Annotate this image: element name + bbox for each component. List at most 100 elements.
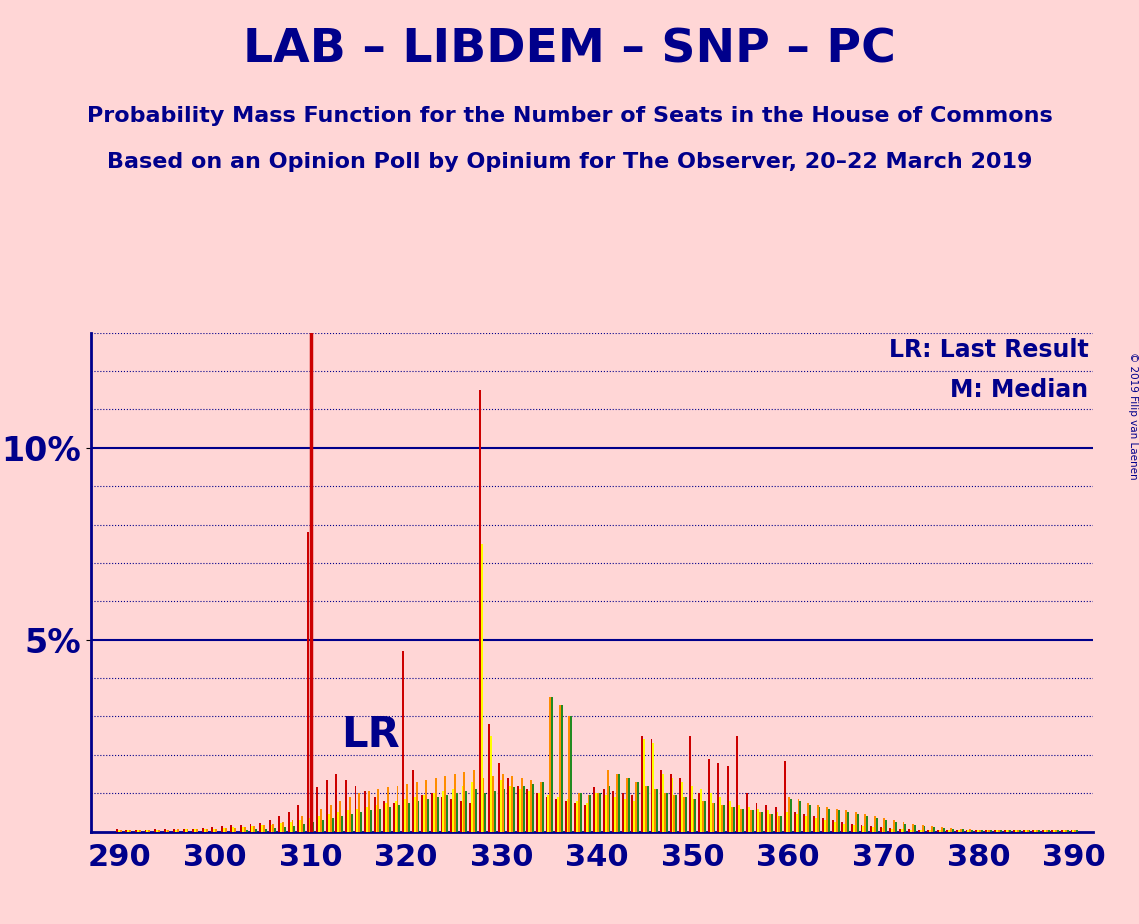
Bar <box>908 830 910 832</box>
Bar <box>215 829 218 832</box>
Bar <box>244 827 246 832</box>
Bar <box>374 797 376 832</box>
Bar <box>436 797 439 832</box>
Bar <box>517 785 518 832</box>
Bar <box>294 826 295 832</box>
Bar <box>453 774 456 832</box>
Bar <box>698 793 700 832</box>
Bar <box>1062 830 1063 832</box>
Bar <box>998 830 1000 832</box>
Bar <box>603 789 605 832</box>
Bar <box>393 803 395 832</box>
Bar <box>383 801 385 832</box>
Bar <box>796 814 797 832</box>
Bar <box>997 830 998 832</box>
Bar <box>478 390 481 832</box>
Bar <box>862 826 865 832</box>
Bar <box>1023 830 1025 832</box>
Bar <box>173 829 175 832</box>
Bar <box>484 793 486 832</box>
Bar <box>271 825 272 832</box>
Bar <box>986 830 989 832</box>
Bar <box>212 827 213 832</box>
Bar <box>501 774 503 832</box>
Bar <box>354 785 357 832</box>
Bar <box>460 801 461 832</box>
Bar <box>972 830 973 832</box>
Bar <box>513 787 515 832</box>
Bar <box>195 829 196 832</box>
Bar <box>605 796 607 832</box>
Bar <box>826 807 828 832</box>
Bar <box>318 816 320 832</box>
Bar <box>1063 830 1065 832</box>
Bar <box>399 805 401 832</box>
Bar <box>1036 830 1038 832</box>
Bar <box>532 784 534 832</box>
Bar <box>650 739 653 832</box>
Bar <box>771 814 772 832</box>
Bar <box>737 736 738 832</box>
Bar <box>867 816 868 832</box>
Bar <box>413 797 416 832</box>
Bar <box>932 826 933 832</box>
Bar <box>1071 830 1073 832</box>
Bar <box>284 827 286 832</box>
Bar <box>690 785 693 832</box>
Bar <box>551 698 554 832</box>
Bar <box>645 785 647 832</box>
Bar <box>588 796 589 832</box>
Bar <box>342 816 343 832</box>
Bar <box>1019 830 1021 832</box>
Bar <box>481 543 483 832</box>
Bar <box>433 793 435 832</box>
Bar <box>137 830 139 832</box>
Bar <box>761 812 763 832</box>
Bar <box>874 816 876 832</box>
Bar <box>265 829 267 832</box>
Bar <box>689 736 690 832</box>
Bar <box>749 810 752 832</box>
Bar <box>518 789 521 832</box>
Bar <box>767 810 769 832</box>
Bar <box>910 830 912 832</box>
Bar <box>778 816 780 832</box>
Bar <box>472 782 473 832</box>
Bar <box>1057 830 1059 832</box>
Bar <box>899 829 901 832</box>
Bar <box>845 810 847 832</box>
Bar <box>249 824 252 832</box>
Bar <box>456 793 458 832</box>
Bar <box>805 816 808 832</box>
Text: M: Median: M: Median <box>950 378 1089 402</box>
Bar <box>492 776 494 832</box>
Bar <box>729 801 731 832</box>
Bar <box>1000 830 1002 832</box>
Bar <box>891 829 893 832</box>
Bar <box>240 825 241 832</box>
Text: Probability Mass Function for the Number of Seats in the House of Commons: Probability Mass Function for the Number… <box>87 106 1052 127</box>
Bar <box>1042 830 1043 832</box>
Bar <box>628 778 630 832</box>
Bar <box>322 821 323 832</box>
Bar <box>664 793 666 832</box>
Bar <box>685 797 687 832</box>
Bar <box>490 736 492 832</box>
Bar <box>952 829 954 832</box>
Bar <box>145 830 147 832</box>
Bar <box>710 793 712 832</box>
Bar <box>641 736 642 832</box>
Bar <box>557 797 559 832</box>
Bar <box>117 830 120 832</box>
Bar <box>755 803 757 832</box>
Bar <box>984 830 986 832</box>
Bar <box>154 830 156 832</box>
Bar <box>681 782 683 832</box>
Bar <box>616 774 618 832</box>
Bar <box>599 793 601 832</box>
Bar <box>1008 830 1009 832</box>
Bar <box>637 782 639 832</box>
Bar <box>870 826 872 832</box>
Bar <box>309 818 311 832</box>
Bar <box>670 774 672 832</box>
